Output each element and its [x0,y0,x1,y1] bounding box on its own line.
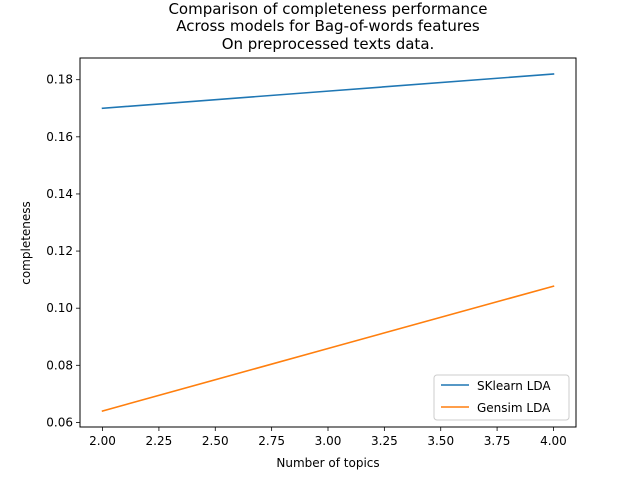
y-tick-label: 0.06 [46,415,73,429]
y-axis: 0.06 0.08 0.10 0.12 0.14 0.16 0.18 [46,73,80,429]
legend-box [433,374,570,421]
legend-label-gensim-lda: Gensim LDA [477,401,551,415]
chart-title-line-1: Comparison of completeness performance [168,0,487,18]
y-tick-label: 0.12 [46,244,73,258]
x-tick-label: 3.75 [484,434,511,448]
plot-area [101,73,555,412]
x-tick-label: 2.75 [258,434,285,448]
x-axis-label: Number of topics [276,456,379,470]
y-tick-label: 0.14 [46,187,73,201]
x-tick-label: 3.50 [427,434,454,448]
chart-title-line-3: On preprocessed texts data. [222,35,435,53]
legend: SKlearn LDA Gensim LDA [433,374,570,421]
x-tick-label: 4.00 [540,434,567,448]
y-axis-label: completeness [19,201,33,285]
series-line-gensim-lda [101,285,555,412]
x-tick-label: 2.00 [89,434,116,448]
y-tick-label: 0.10 [46,301,73,315]
legend-label-sklearn-lda: SKlearn LDA [477,379,551,393]
y-tick-label: 0.08 [46,358,73,372]
x-axis: 2.00 2.25 2.50 2.75 3.00 3.25 3.50 3.75 4.00 [89,427,567,448]
chart-title-line-2: Across models for Bag-of-words features [176,17,480,35]
x-tick-label: 2.50 [202,434,229,448]
y-tick-label: 0.16 [46,130,73,144]
x-tick-label: 3.00 [315,434,342,448]
y-tick-label: 0.18 [46,73,73,87]
x-tick-label: 3.25 [371,434,398,448]
x-tick-label: 2.25 [146,434,173,448]
series-line-sklearn-lda [101,73,555,110]
